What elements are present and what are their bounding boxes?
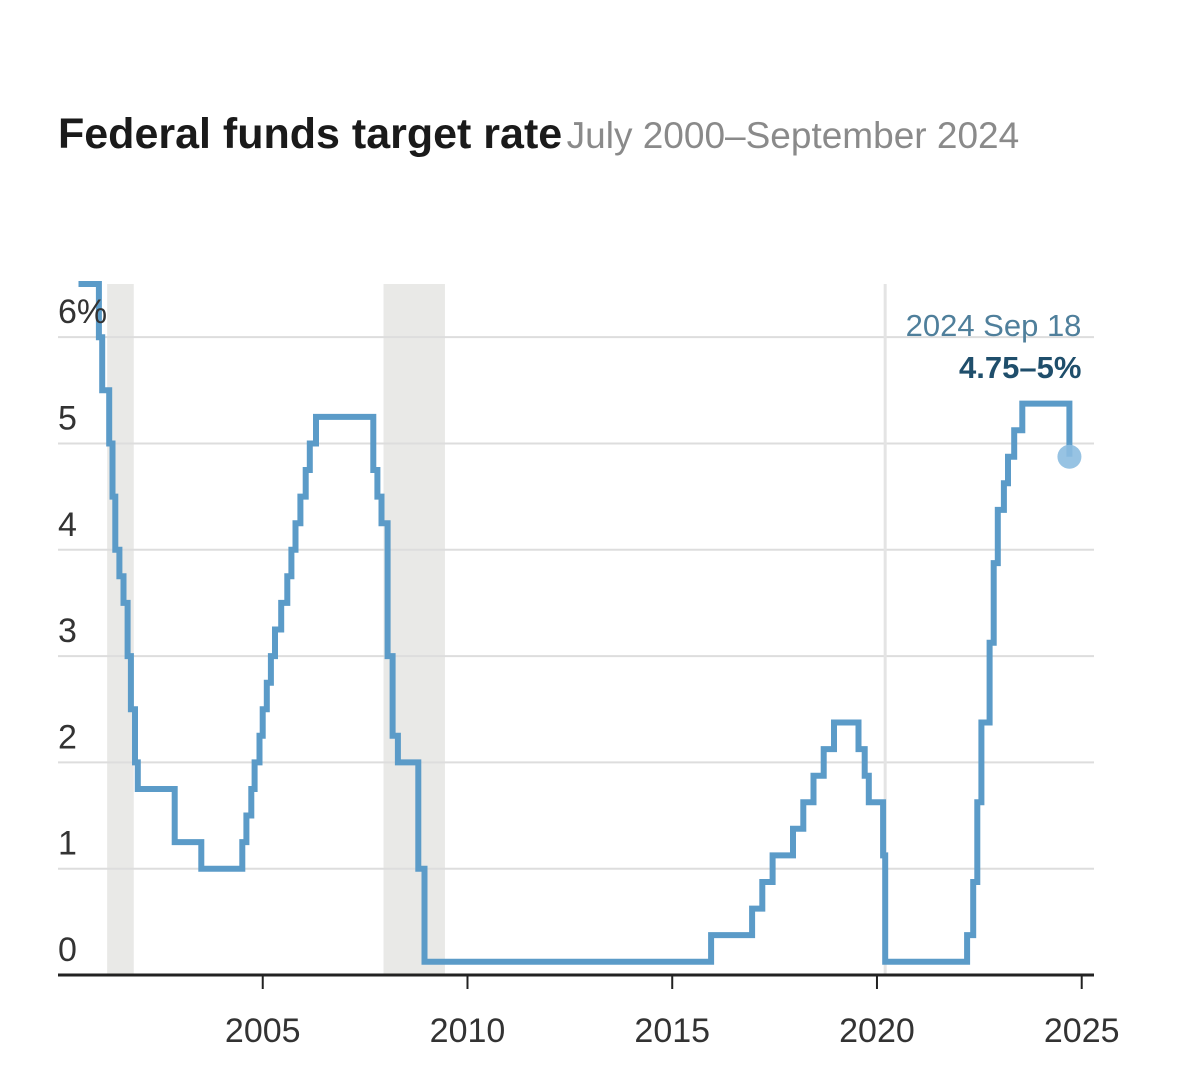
y-tick-label-2: 2 [58,718,77,756]
x-tick-label-2020: 2020 [839,1012,915,1050]
gridlines-group [58,336,1094,870]
rate-series-line [78,281,1073,965]
y-tick-label-3: 3 [58,612,77,650]
y-tick-label-1: 1 [58,825,77,863]
x-tick-labels-group: 2005 2010 2015 2020 2025 [225,1012,1120,1050]
y-tick-labels-group: 0 1 2 3 4 5 6% [58,293,107,969]
chart-title: Federal funds target rate [58,110,563,158]
chart-subtitle: July 2000–September 2024 [566,115,1020,156]
chart-title-block: Federal funds target rate July 2000–Sept… [58,100,1118,178]
recession-band-2 [383,284,445,975]
annotation-group: 2024 Sep 18 4.75–5% [906,308,1082,385]
x-tick-label-2005: 2005 [225,1012,301,1050]
y-tick-label-6: 6% [58,293,107,331]
y-tick-label-5: 5 [58,399,77,437]
annotation-date-label: 2024 Sep 18 [906,308,1082,343]
annotation-value-label: 4.75–5% [959,350,1081,385]
x-axis-group [58,973,1094,989]
x-tick-label-2025: 2025 [1044,1012,1120,1050]
y-tick-label-0: 0 [58,931,77,969]
x-tick-label-2015: 2015 [634,1012,710,1050]
latest-point-marker [1057,444,1082,469]
y-tick-label-4: 4 [58,506,77,544]
series-group [78,281,1082,965]
x-tick-label-2010: 2010 [430,1012,506,1050]
